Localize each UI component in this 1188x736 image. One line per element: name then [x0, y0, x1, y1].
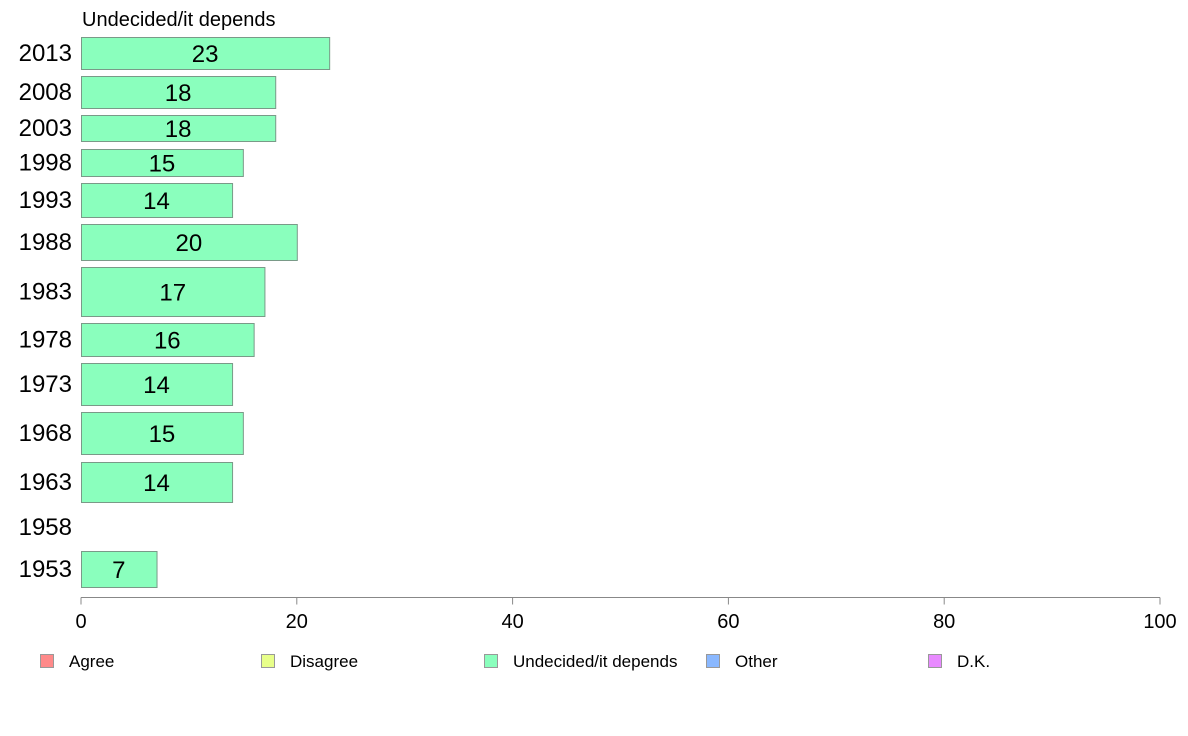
- bar-value-label: 7: [112, 557, 125, 584]
- bar: [81, 462, 234, 503]
- legend-swatch: [928, 654, 942, 668]
- legend: Agree Disagree Undecided/it depends Other D.…: [40, 652, 990, 671]
- bar-value-label: 14: [143, 470, 170, 497]
- bar-value-label: 18: [165, 116, 192, 143]
- bar: [81, 267, 266, 317]
- category-label: 2003: [19, 115, 72, 142]
- bar-value-label: 23: [192, 41, 219, 68]
- legend-label: Other: [735, 652, 778, 671]
- category-label: 1963: [19, 469, 72, 496]
- legend-swatch: [40, 654, 54, 668]
- bar: [81, 76, 277, 109]
- bar: [81, 323, 255, 357]
- bar-value-label: 17: [159, 280, 186, 307]
- category-label: 1978: [19, 327, 72, 354]
- bar: [81, 551, 158, 588]
- category-label: 1968: [19, 420, 72, 447]
- bar: [81, 183, 234, 218]
- bar: [81, 149, 244, 177]
- category-label: 1983: [19, 279, 72, 306]
- bar-value-label: 15: [149, 421, 176, 448]
- bar: [81, 412, 244, 455]
- legend-label: Agree: [69, 652, 114, 671]
- category-label: 2013: [19, 40, 72, 67]
- x-axis: 0 20 40 60 80 100: [75, 597, 1177, 633]
- legend-swatch: [484, 654, 498, 668]
- category-label: 1958: [19, 514, 72, 541]
- bar-value-label: 14: [143, 188, 170, 215]
- legend-swatch: [261, 654, 275, 668]
- legend-label: D.K.: [957, 652, 990, 671]
- bar: [81, 37, 331, 70]
- x-tick-label: 80: [933, 611, 955, 633]
- x-tick-label: 60: [717, 611, 739, 633]
- category-label: 1998: [19, 150, 72, 177]
- x-tick-label: 0: [75, 611, 86, 633]
- bar: [81, 363, 234, 406]
- legend-swatch: [706, 654, 720, 668]
- legend-label: Undecided/it depends: [513, 652, 677, 671]
- bar-value-label: 20: [176, 230, 203, 257]
- category-label: 2008: [19, 79, 72, 106]
- bar-value-label: 14: [143, 372, 170, 399]
- category-label: 1993: [19, 187, 72, 214]
- x-tick-label: 20: [286, 611, 308, 633]
- bar-value-label: 16: [154, 328, 181, 355]
- x-tick-label: 40: [501, 611, 523, 633]
- category-label: 1973: [19, 371, 72, 398]
- bar: [81, 115, 277, 142]
- category-label: 1953: [19, 556, 72, 583]
- bar-value-label: 18: [165, 80, 192, 107]
- bars: 2013 23 2008 18 2003 18 1998 15 1993 14 1988 20 1983…: [19, 37, 331, 588]
- panel-title: Undecided/it depends: [82, 9, 275, 31]
- legend-label: Disagree: [290, 652, 358, 671]
- x-tick-label: 100: [1143, 611, 1176, 633]
- bar-value-label: 15: [149, 151, 176, 178]
- category-label: 1988: [19, 229, 72, 256]
- bar: [81, 224, 298, 261]
